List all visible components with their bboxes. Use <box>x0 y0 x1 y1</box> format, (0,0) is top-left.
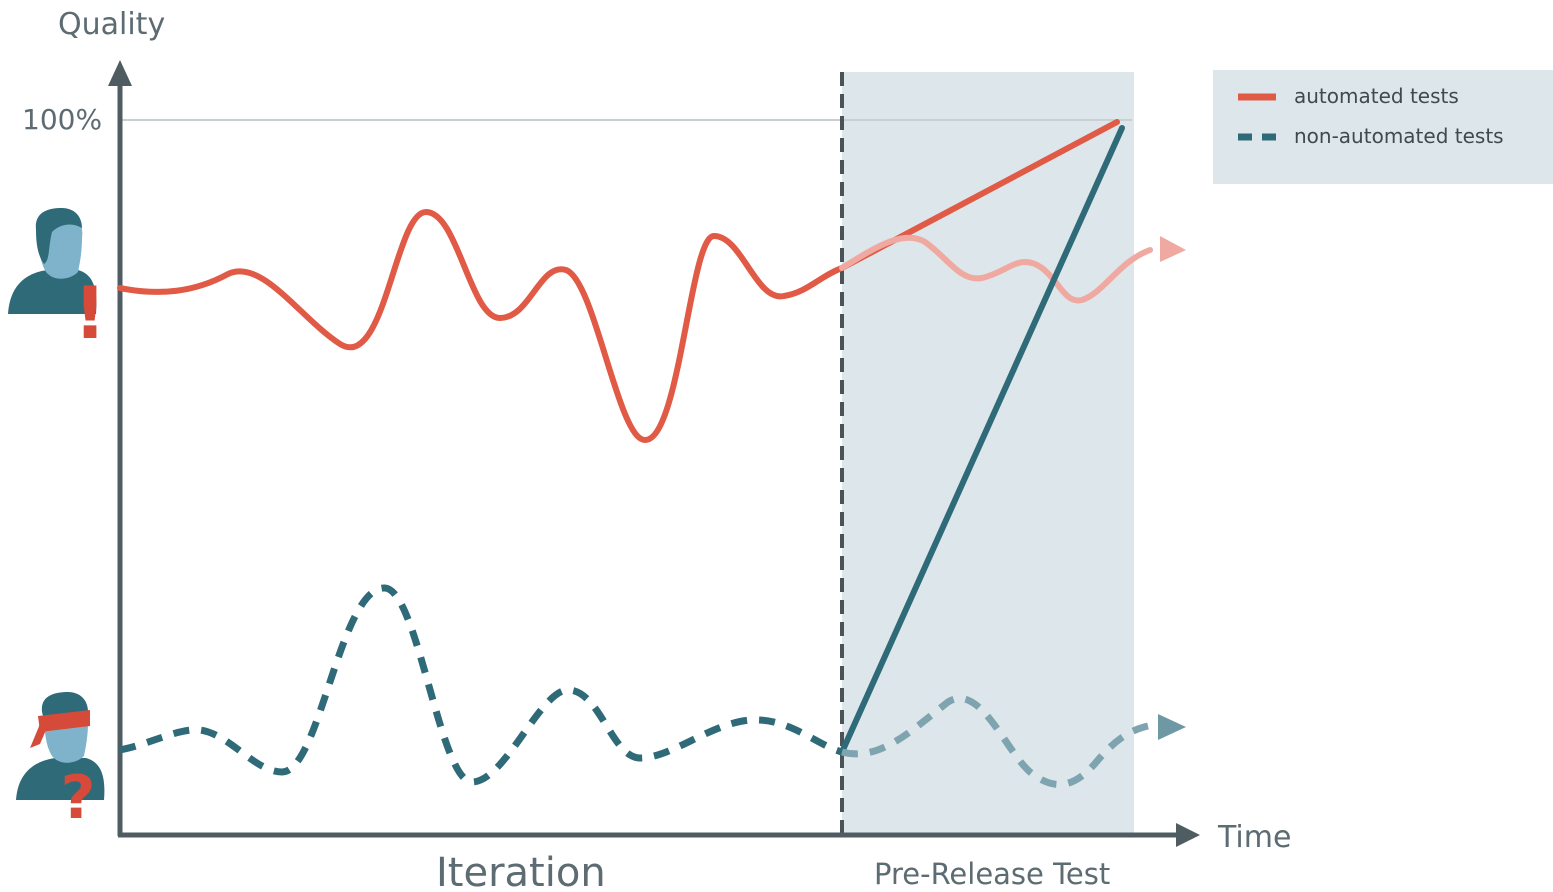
non-automated-tests-prerelease-line <box>839 125 1125 755</box>
question-mark: ? <box>61 763 96 833</box>
non-automated-tests-continuation-arrow <box>1158 714 1186 740</box>
alert-mark: ! <box>74 271 107 355</box>
y-axis-arrow <box>108 60 132 86</box>
automated-tests-continuation <box>839 234 1153 304</box>
legend: automated tests non-automated tests <box>1213 70 1553 184</box>
x-axis-label: Time <box>1217 820 1291 855</box>
pre-release-label: Pre-Release Test <box>874 857 1110 891</box>
iteration-label: Iteration <box>436 850 606 892</box>
y-tick-100: 100% <box>22 103 102 136</box>
legend-label-automated: automated tests <box>1294 84 1459 108</box>
legend-label-non-automated: non-automated tests <box>1294 124 1504 148</box>
y-axis-label: Quality <box>58 7 165 42</box>
non-automated-tests-line <box>119 584 844 786</box>
legend-box <box>1213 70 1553 184</box>
automated-tests-continuation-arrow <box>1160 236 1186 262</box>
alert-person-icon: ! <box>8 208 106 355</box>
automated-tests-line <box>117 208 845 444</box>
non-automated-tests-continuation <box>841 695 1149 788</box>
blindfolded-person-icon: ? <box>16 692 105 833</box>
pre-release-region <box>842 72 1134 835</box>
x-axis-arrow <box>1176 823 1200 847</box>
